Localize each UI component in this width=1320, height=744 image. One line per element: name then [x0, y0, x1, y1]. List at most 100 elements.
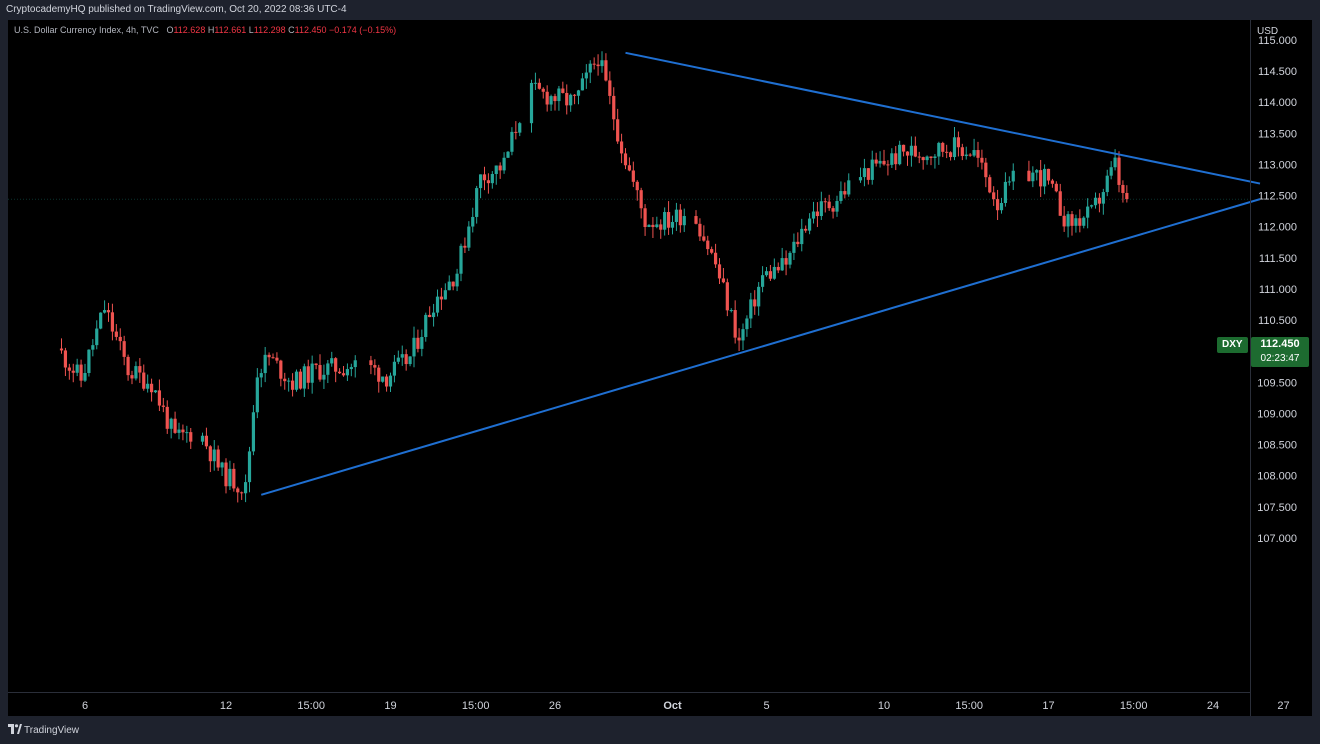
candle-body-down: [306, 366, 310, 383]
candle-body-down: [631, 170, 635, 182]
candle-body-down: [627, 165, 632, 171]
candle-body-down: [565, 92, 569, 106]
candle-body-down: [271, 357, 275, 359]
candle-body-up: [835, 201, 839, 212]
candle-body-down: [713, 252, 718, 265]
support-trendline: [260, 198, 1261, 496]
candle-body-down: [945, 151, 949, 153]
candle-body-down: [79, 364, 83, 381]
candle-body-up: [400, 354, 404, 358]
candle-body-up: [557, 88, 561, 102]
candle-body-down: [275, 357, 279, 361]
candle-body-up: [475, 188, 479, 217]
candle-body-up: [549, 96, 553, 105]
candle-body-up: [302, 366, 306, 389]
candle-body-up: [412, 337, 416, 357]
candle-body-up: [909, 145, 914, 156]
candle-body-down: [823, 201, 827, 203]
candle-body-down: [721, 278, 726, 283]
candle-body-down: [1117, 157, 1121, 185]
candle-body-up: [228, 468, 232, 487]
candle-body-down: [984, 162, 988, 178]
candle-body-down: [956, 137, 961, 148]
candle-body-up: [925, 156, 929, 161]
candle-body-down: [1039, 170, 1043, 187]
candle-body-up: [999, 202, 1004, 211]
candle-body-up: [729, 310, 733, 312]
candle-body-up: [569, 94, 573, 106]
candle-body-up: [396, 357, 400, 362]
candle-body-up: [310, 363, 314, 383]
candle-body-down: [678, 209, 682, 226]
candle-body-down: [702, 236, 706, 241]
candle-body-up: [247, 451, 252, 483]
candle-body-up: [1101, 192, 1105, 204]
candle-body-down: [314, 363, 318, 366]
candle-body-down: [592, 63, 596, 65]
price-axis-tick-label: 110.500: [1258, 315, 1297, 327]
candle-body-down: [623, 153, 628, 166]
candle-body-down: [827, 201, 831, 209]
candle-body-up: [494, 165, 498, 175]
candle-body-down: [1027, 170, 1031, 182]
candle-body-up: [408, 356, 412, 365]
candle-body-down: [651, 224, 655, 228]
candle-body-down: [901, 144, 906, 152]
candle-body-up: [1042, 168, 1047, 187]
ohlc-legend: U.S. Dollar Currency Index, 4h, TVC O112…: [14, 25, 396, 35]
candle-body-down: [122, 341, 126, 357]
candle-body-up: [800, 228, 804, 245]
candle-body-down: [1121, 184, 1125, 193]
candle-body-up: [146, 383, 150, 389]
candle-body-up: [682, 216, 686, 226]
candle-body-down: [63, 350, 68, 368]
candle-body-down: [463, 245, 467, 248]
candle-body-up: [169, 418, 173, 429]
open-value: 112.628: [173, 25, 206, 35]
candle-body-down: [960, 147, 964, 157]
candle-body-up: [870, 159, 874, 180]
candle-body-up: [243, 482, 248, 494]
candle-body-up: [83, 373, 87, 381]
candle-body-down: [416, 337, 420, 349]
candle-body-down: [659, 224, 663, 230]
candle-body-down: [717, 264, 722, 279]
candle-body-down: [377, 367, 381, 382]
candle-body-up: [431, 312, 436, 318]
bar-countdown: 02:23:47: [1260, 353, 1300, 364]
resistance-trendline: [625, 51, 1261, 185]
chart-canvas[interactable]: 115.000 114.500 114.000 113.500 113.000 112.5…: [8, 20, 1312, 716]
candle-body-down: [1058, 191, 1062, 216]
open-label: O: [166, 25, 174, 35]
candle-body-down: [161, 405, 165, 407]
candle-body-down: [608, 80, 612, 96]
candle-body-down: [71, 370, 75, 373]
candle-body-down: [114, 331, 118, 337]
candle-body-down: [905, 151, 910, 156]
candle-body-down: [1070, 214, 1074, 226]
candle-body-down: [768, 271, 773, 279]
candle-body-down: [216, 449, 220, 468]
time-axis-tick-label: 27: [1277, 700, 1289, 712]
chart-frame[interactable]: 115.000 114.500 114.000 113.500 113.000 112.5…: [8, 20, 1312, 716]
candle-body-down: [318, 365, 322, 380]
candle-body-down: [596, 64, 600, 67]
price-axis-tick-label: 112.500: [1258, 191, 1297, 203]
candle-body-down: [541, 88, 545, 92]
candle-body-down: [988, 177, 992, 193]
candle-body-down: [298, 371, 303, 389]
candle-body-up: [330, 358, 334, 364]
tradingview-logo-icon[interactable]: [8, 724, 22, 734]
candle-body-down: [725, 282, 729, 311]
candle-body-down: [545, 91, 549, 105]
candle-body-down: [439, 296, 444, 300]
candle-body-up: [741, 329, 745, 341]
candle-body-down: [498, 165, 502, 171]
candle-body-up: [102, 310, 107, 313]
candle-body-down: [929, 156, 933, 158]
close-value: 112.450: [294, 25, 327, 35]
candle-body-up: [392, 361, 397, 376]
price-axis-tick-label: 109.000: [1257, 408, 1297, 420]
candle-body-down: [980, 157, 984, 163]
tradingview-brand[interactable]: TradingView: [24, 725, 80, 736]
